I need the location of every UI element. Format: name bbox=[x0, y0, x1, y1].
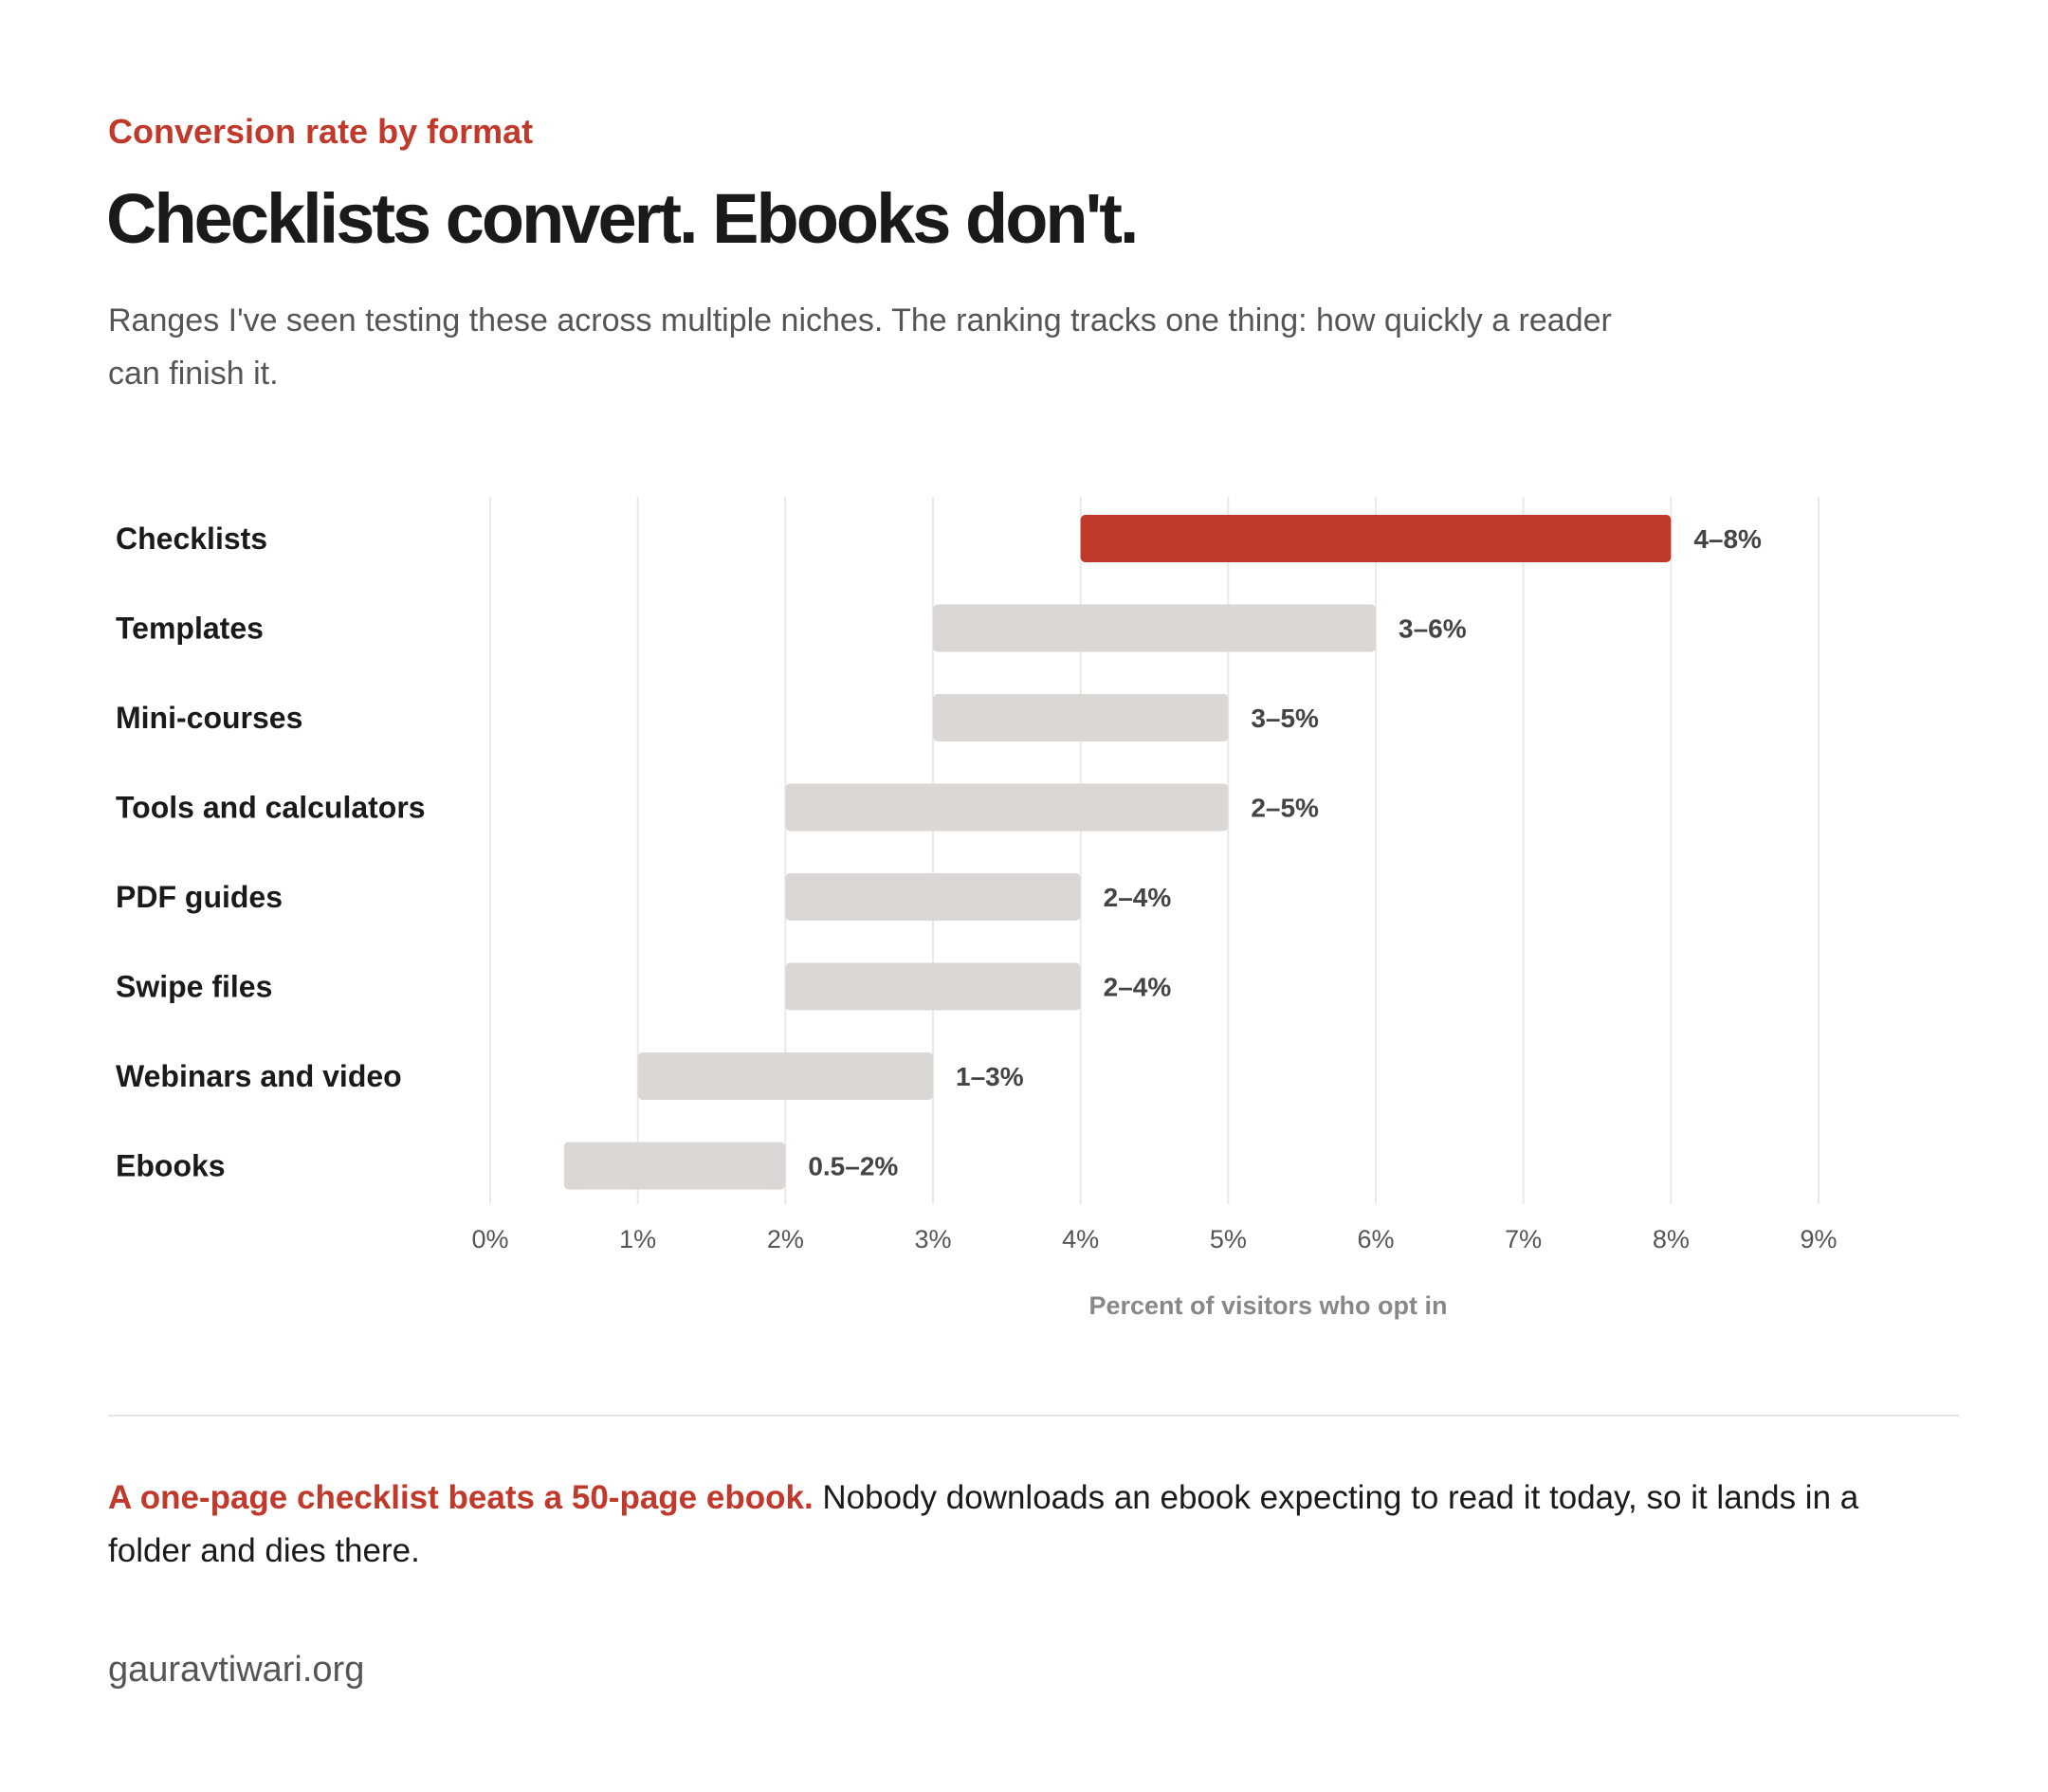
x-tick-label: 3% bbox=[914, 1225, 951, 1253]
range-bar bbox=[785, 962, 1081, 1011]
x-tick-label: 9% bbox=[1800, 1225, 1837, 1253]
x-tick-label: 8% bbox=[1653, 1225, 1690, 1253]
category-label: Webinars and video bbox=[116, 1059, 402, 1093]
data-label: 1–3% bbox=[956, 1062, 1024, 1091]
chart-title: Checklists convert. Ebooks don't. bbox=[106, 179, 1139, 258]
category-label: Tools and calculators bbox=[116, 791, 426, 825]
takeaway-body: Nobody downloads an ebook expecting to r… bbox=[108, 1479, 1859, 1569]
data-label: 2–4% bbox=[1104, 973, 1172, 1002]
category-label: PDF guides bbox=[116, 880, 283, 914]
chart-eyebrow: Conversion rate by format bbox=[108, 112, 534, 151]
data-label: 3–5% bbox=[1251, 704, 1319, 733]
range-bar bbox=[785, 783, 1229, 832]
data-label: 0.5–2% bbox=[808, 1152, 898, 1181]
range-bar bbox=[785, 873, 1081, 921]
x-tick-label: 1% bbox=[619, 1225, 656, 1253]
category-label: Checklists bbox=[116, 521, 267, 556]
data-label: 4–8% bbox=[1693, 524, 1762, 554]
range-bar bbox=[563, 1142, 786, 1190]
range-bar bbox=[1080, 515, 1672, 562]
data-label: 2–5% bbox=[1251, 794, 1319, 823]
category-label: Ebooks bbox=[116, 1149, 226, 1183]
category-label: Swipe files bbox=[116, 970, 272, 1004]
x-tick-label: 5% bbox=[1210, 1225, 1247, 1253]
x-tick-label: 7% bbox=[1505, 1225, 1542, 1253]
range-bar-chart: 0% 1% 2% 3% 4% 5% 6% 7% 8% 9% Percent of visitors … bbox=[116, 497, 1838, 1320]
category-label: Templates bbox=[116, 612, 264, 646]
takeaway-note: A one-page checklist beats a 50-page ebo… bbox=[108, 1472, 1910, 1578]
x-tick-label: 2% bbox=[767, 1225, 804, 1253]
chart-subtitle: Ranges I've seen testing these across mu… bbox=[108, 302, 1612, 392]
data-label: 3–6% bbox=[1399, 614, 1467, 644]
x-tick-label: 0% bbox=[471, 1225, 508, 1253]
source-credit: gauravtiwari.org bbox=[108, 1650, 365, 1690]
range-bar bbox=[933, 604, 1376, 652]
category-label: Mini-courses bbox=[116, 701, 302, 735]
x-tick-label: 6% bbox=[1357, 1225, 1394, 1253]
range-bar bbox=[637, 1052, 933, 1100]
range-bar bbox=[933, 694, 1229, 741]
divider bbox=[108, 1415, 1959, 1417]
data-label: 2–4% bbox=[1104, 883, 1172, 912]
bars bbox=[563, 515, 1672, 1190]
x-axis-title: Percent of visitors who opt in bbox=[1088, 1291, 1447, 1320]
x-tick-label: 4% bbox=[1062, 1225, 1099, 1253]
labels: 0% 1% 2% 3% 4% 5% 6% 7% 8% 9% Percent of visitors … bbox=[116, 521, 1838, 1320]
takeaway-lead: A one-page checklist beats a 50-page ebo… bbox=[108, 1479, 814, 1516]
